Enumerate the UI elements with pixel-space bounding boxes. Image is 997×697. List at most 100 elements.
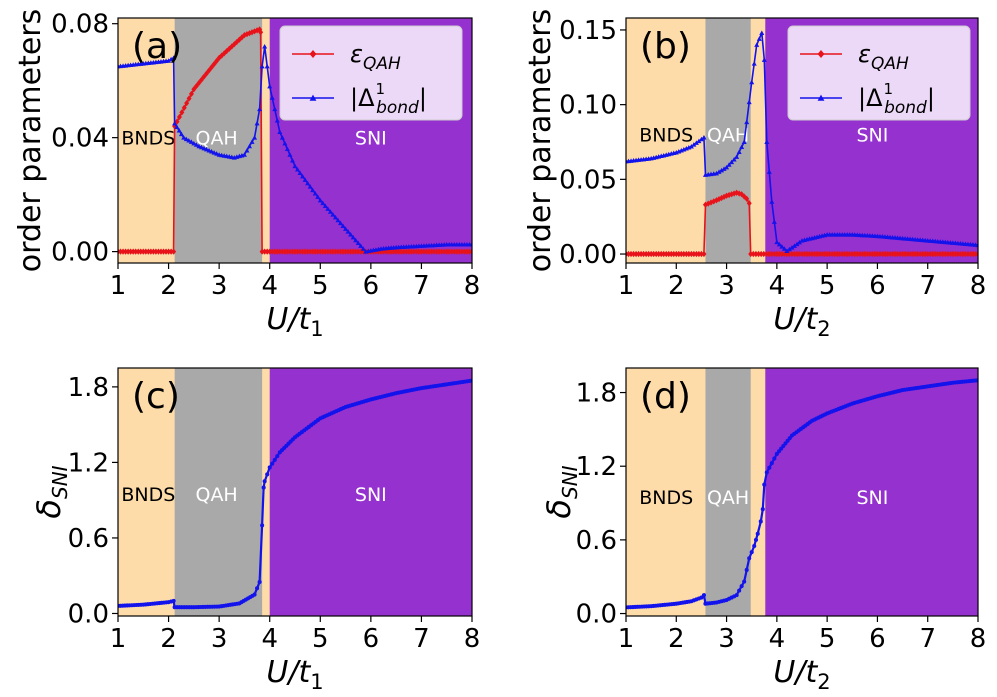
data-point: [265, 472, 270, 477]
series-markers-b-1: [626, 30, 978, 254]
x-tick-label: 2: [668, 271, 685, 301]
y-tick-label: 0.08: [51, 10, 109, 40]
data-point: [842, 250, 848, 258]
data-point: [794, 241, 800, 247]
data-point: [758, 519, 763, 524]
legend-swatch-marker: [817, 94, 825, 101]
y-tick-label: 0.00: [559, 240, 617, 270]
region-label-qah: QAH: [195, 484, 237, 506]
data-point: [747, 556, 752, 561]
data-point: [714, 170, 720, 176]
data-point: [691, 250, 697, 258]
data-point: [312, 248, 318, 255]
data-point: [241, 152, 247, 157]
data-point: [698, 250, 704, 258]
region-label-qah: QAH: [707, 125, 749, 147]
data-point: [174, 124, 180, 129]
region-bnds-b: [626, 18, 706, 263]
data-point: [229, 43, 235, 50]
data-point: [469, 241, 472, 247]
data-point: [668, 250, 674, 258]
data-point: [975, 242, 978, 248]
legend-swatch-marker: [309, 94, 317, 101]
x-tick-label: 5: [819, 271, 836, 301]
panel-label: (b): [640, 26, 691, 67]
x-tick-label: 5: [312, 271, 329, 301]
data-point: [874, 250, 880, 258]
data-point: [327, 209, 333, 214]
data-point: [631, 250, 637, 258]
data-point: [431, 248, 437, 255]
y-tick-label: 0.00: [51, 238, 109, 268]
data-point: [658, 250, 664, 258]
data-point: [461, 248, 467, 255]
data-point: [955, 250, 961, 258]
data-point: [742, 579, 747, 584]
region-label-qah: QAH: [707, 487, 749, 509]
x-tick-label: 7: [919, 624, 936, 654]
data-point: [796, 239, 802, 245]
data-point: [812, 250, 818, 258]
data-point: [449, 248, 455, 255]
y-tick-label: 0.05: [559, 165, 617, 195]
data-point: [638, 250, 644, 258]
data-point: [338, 248, 344, 255]
data-point: [332, 248, 338, 255]
data-point: [275, 454, 280, 459]
data-point: [257, 26, 263, 33]
x-tick-label: 8: [970, 624, 987, 654]
data-point: [282, 140, 288, 146]
data-point: [297, 170, 303, 175]
data-point: [163, 248, 169, 255]
data-point: [741, 139, 747, 144]
legend-swatch-marker: [309, 50, 317, 58]
data-point: [751, 61, 757, 66]
data-point: [391, 248, 397, 255]
legend: εQAH |Δ1 bond|: [279, 25, 463, 121]
data-point: [118, 248, 124, 255]
data-point: [965, 250, 971, 258]
data-point: [767, 465, 772, 470]
region-bnds-d: [626, 368, 706, 616]
data-point: [779, 244, 785, 249]
data-point: [663, 250, 669, 258]
data-point: [125, 248, 131, 255]
data-point: [890, 250, 896, 258]
x-tick-label: 3: [718, 271, 735, 301]
data-point: [822, 250, 828, 258]
data-point: [274, 118, 280, 123]
data-point: [348, 248, 354, 255]
data-point: [753, 537, 759, 542]
region-bnds-a: [118, 18, 176, 263]
data-point: [683, 250, 689, 258]
data-point: [305, 180, 311, 186]
data-point: [952, 250, 958, 258]
data-point: [724, 164, 730, 170]
data-point: [267, 248, 273, 255]
data-point: [279, 135, 285, 140]
data-point: [925, 250, 931, 258]
data-point: [413, 248, 419, 255]
data-point: [287, 248, 293, 255]
data-point: [284, 248, 290, 255]
data-point: [193, 142, 199, 147]
data-point: [877, 250, 883, 258]
data-point: [693, 250, 699, 258]
data-point: [252, 135, 258, 140]
data-point: [172, 120, 178, 126]
data-point: [950, 250, 956, 258]
data-point: [421, 248, 427, 255]
x-tick-label: 3: [718, 624, 735, 654]
data-point: [688, 143, 694, 149]
data-point: [734, 154, 740, 159]
data-point: [148, 248, 154, 255]
data-point: [267, 83, 273, 89]
data-point: [832, 250, 838, 258]
data-point: [244, 147, 250, 153]
series-markers-c-0: [118, 378, 472, 610]
data-point: [161, 248, 167, 255]
data-point: [310, 248, 316, 255]
data-point: [246, 30, 252, 37]
data-point: [789, 250, 795, 258]
